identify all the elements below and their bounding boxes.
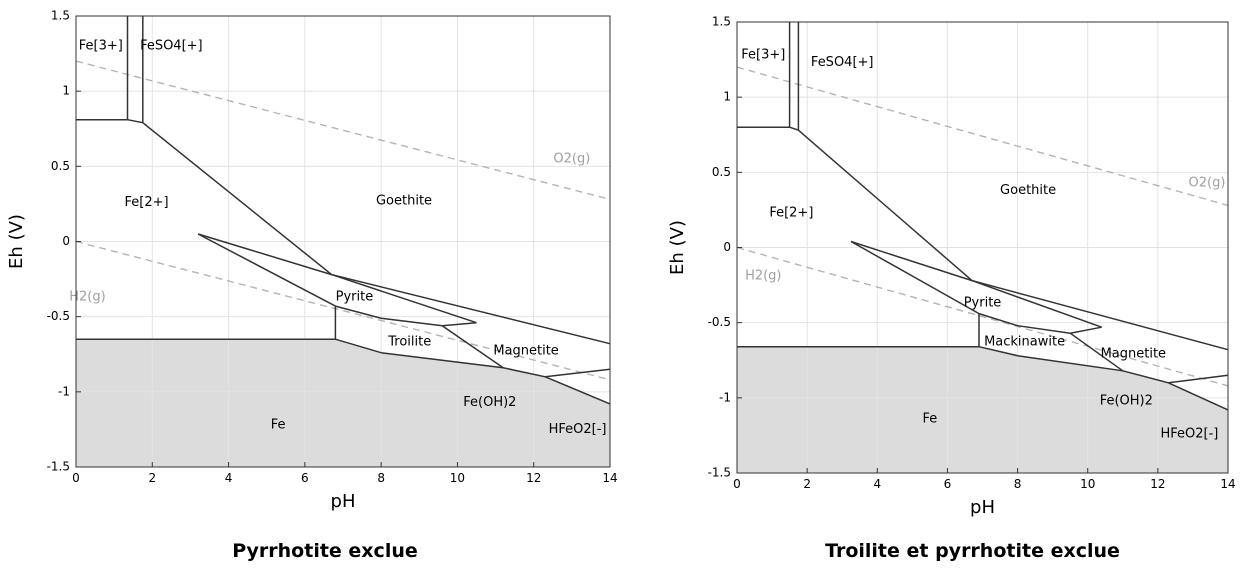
x-tick-label: 8 bbox=[377, 471, 385, 485]
domain-boundary-line bbox=[850, 240, 1102, 328]
region-label: Fe[3+] bbox=[741, 48, 785, 63]
chart-left: O2(g) H2(g) 0 2 4 6 8 10 12 14 -1.5 -1 -0.5 0 0.5 1 1.5 p… bbox=[6, 9, 618, 513]
region-label-fe: Fe bbox=[923, 411, 938, 426]
x-tick-label: 10 bbox=[1080, 477, 1095, 491]
y-tick-label: -0.5 bbox=[708, 315, 731, 329]
region-label: Fe[2+] bbox=[769, 205, 813, 220]
y-tick-label: -0.5 bbox=[47, 309, 70, 323]
water-line-h2g bbox=[736, 246, 1229, 387]
fe-stability-region bbox=[76, 339, 610, 467]
region-label: Goethite bbox=[376, 193, 432, 208]
x-tick-label: 14 bbox=[1220, 477, 1235, 491]
y-tick-label: 1.5 bbox=[51, 9, 70, 23]
domain-boundary-line bbox=[197, 233, 477, 324]
region-label: Magnetite bbox=[1101, 347, 1166, 362]
domain-boundary-line bbox=[441, 325, 504, 369]
region-label: FeSO4[+] bbox=[811, 55, 874, 70]
domain-boundary-line bbox=[1168, 374, 1229, 384]
y-tick-label: -1 bbox=[58, 384, 70, 398]
water-line-o2g bbox=[736, 66, 1229, 207]
x-tick-label: 2 bbox=[803, 477, 811, 491]
water-line-label: H2(g) bbox=[69, 290, 105, 305]
y-tick-label: 0 bbox=[62, 234, 70, 248]
x-tick-label: 4 bbox=[225, 471, 233, 485]
water-line-label: O2(g) bbox=[1189, 175, 1226, 190]
y-tick-label: -1.5 bbox=[708, 466, 731, 480]
x-tick-label: 12 bbox=[1150, 477, 1165, 491]
region-label: Pyrite bbox=[336, 290, 374, 305]
y-tick-label: 0.5 bbox=[51, 159, 70, 173]
region-label: Mackinawite bbox=[984, 335, 1065, 350]
region-label: Fe(OH)2 bbox=[463, 395, 516, 410]
y-tick-label: 1.5 bbox=[712, 15, 731, 29]
y-tick-label: 1 bbox=[723, 90, 731, 104]
x-tick-label: 10 bbox=[450, 471, 465, 485]
y-tick-label: -1 bbox=[719, 390, 731, 404]
y-tick-label: 0 bbox=[723, 240, 731, 254]
x-tick-label: 2 bbox=[148, 471, 156, 485]
region-label-fe: Fe bbox=[271, 417, 286, 432]
x-axis-label: pH bbox=[331, 491, 356, 512]
region-label: HFeO2[-] bbox=[549, 422, 607, 437]
x-tick-label: 12 bbox=[526, 471, 541, 485]
region-label: Fe[2+] bbox=[125, 195, 169, 210]
region-label: Fe[3+] bbox=[79, 39, 123, 54]
region-label: Troilite bbox=[387, 335, 431, 350]
fe-boundary-line bbox=[737, 345, 1229, 411]
y-axis-label: Eh (V) bbox=[667, 220, 688, 275]
water-line-label: O2(g) bbox=[553, 151, 590, 166]
x-axis-label: pH bbox=[970, 497, 995, 518]
region-label: FeSO4[+] bbox=[140, 39, 203, 54]
y-axis-label: Eh (V) bbox=[6, 214, 27, 269]
x-tick-label: 0 bbox=[72, 471, 80, 485]
region-label: HFeO2[-] bbox=[1160, 426, 1218, 441]
fe-boundary-line bbox=[76, 338, 611, 405]
x-tick-label: 6 bbox=[944, 477, 952, 491]
chart-right: O2(g) H2(g) 0 2 4 6 8 10 12 14 -1.5 -1 -0.5 0 0.5 1 1.5 p… bbox=[667, 15, 1236, 519]
chart-panel-right: O2(g) H2(g) 0 2 4 6 8 10 12 14 -1.5 -1 -0.5 0 0.5 1 1.5 p… bbox=[622, 0, 1245, 535]
domain-boundary-line bbox=[978, 312, 1102, 334]
domain-boundary-line bbox=[850, 240, 980, 315]
water-line-o2g bbox=[75, 60, 611, 201]
domain-boundary-line bbox=[545, 368, 611, 378]
water-line-label: H2(g) bbox=[745, 269, 781, 284]
x-tick-label: 4 bbox=[873, 477, 881, 491]
domain-boundary-line bbox=[76, 118, 611, 345]
chart-panel-left: O2(g) H2(g) 0 2 4 6 8 10 12 14 -1.5 -1 -0.5 0 0.5 1 1.5 p… bbox=[0, 0, 622, 535]
fe-stability-region bbox=[737, 346, 1228, 473]
y-tick-label: 0.5 bbox=[712, 165, 731, 179]
x-tick-label: 0 bbox=[733, 477, 741, 491]
domain-boundary-line bbox=[335, 305, 477, 327]
region-label: Fe(OH)2 bbox=[1100, 393, 1153, 408]
domain-boundary-line bbox=[1069, 332, 1124, 372]
y-tick-label: 1 bbox=[62, 84, 70, 98]
y-tick-label: -1.5 bbox=[47, 460, 70, 474]
x-tick-label: 8 bbox=[1014, 477, 1022, 491]
domain-boundary-line bbox=[197, 233, 336, 307]
x-tick-label: 14 bbox=[602, 471, 617, 485]
region-label: Pyrite bbox=[964, 296, 1002, 311]
chart-caption-right: Troilite et pyrrhotite exclue bbox=[825, 540, 1120, 562]
region-label: Magnetite bbox=[493, 344, 558, 359]
x-tick-label: 6 bbox=[301, 471, 309, 485]
chart-caption-left: Pyrrhotite exclue bbox=[232, 540, 418, 562]
water-line-h2g bbox=[75, 240, 611, 381]
region-label: Goethite bbox=[1000, 183, 1056, 198]
